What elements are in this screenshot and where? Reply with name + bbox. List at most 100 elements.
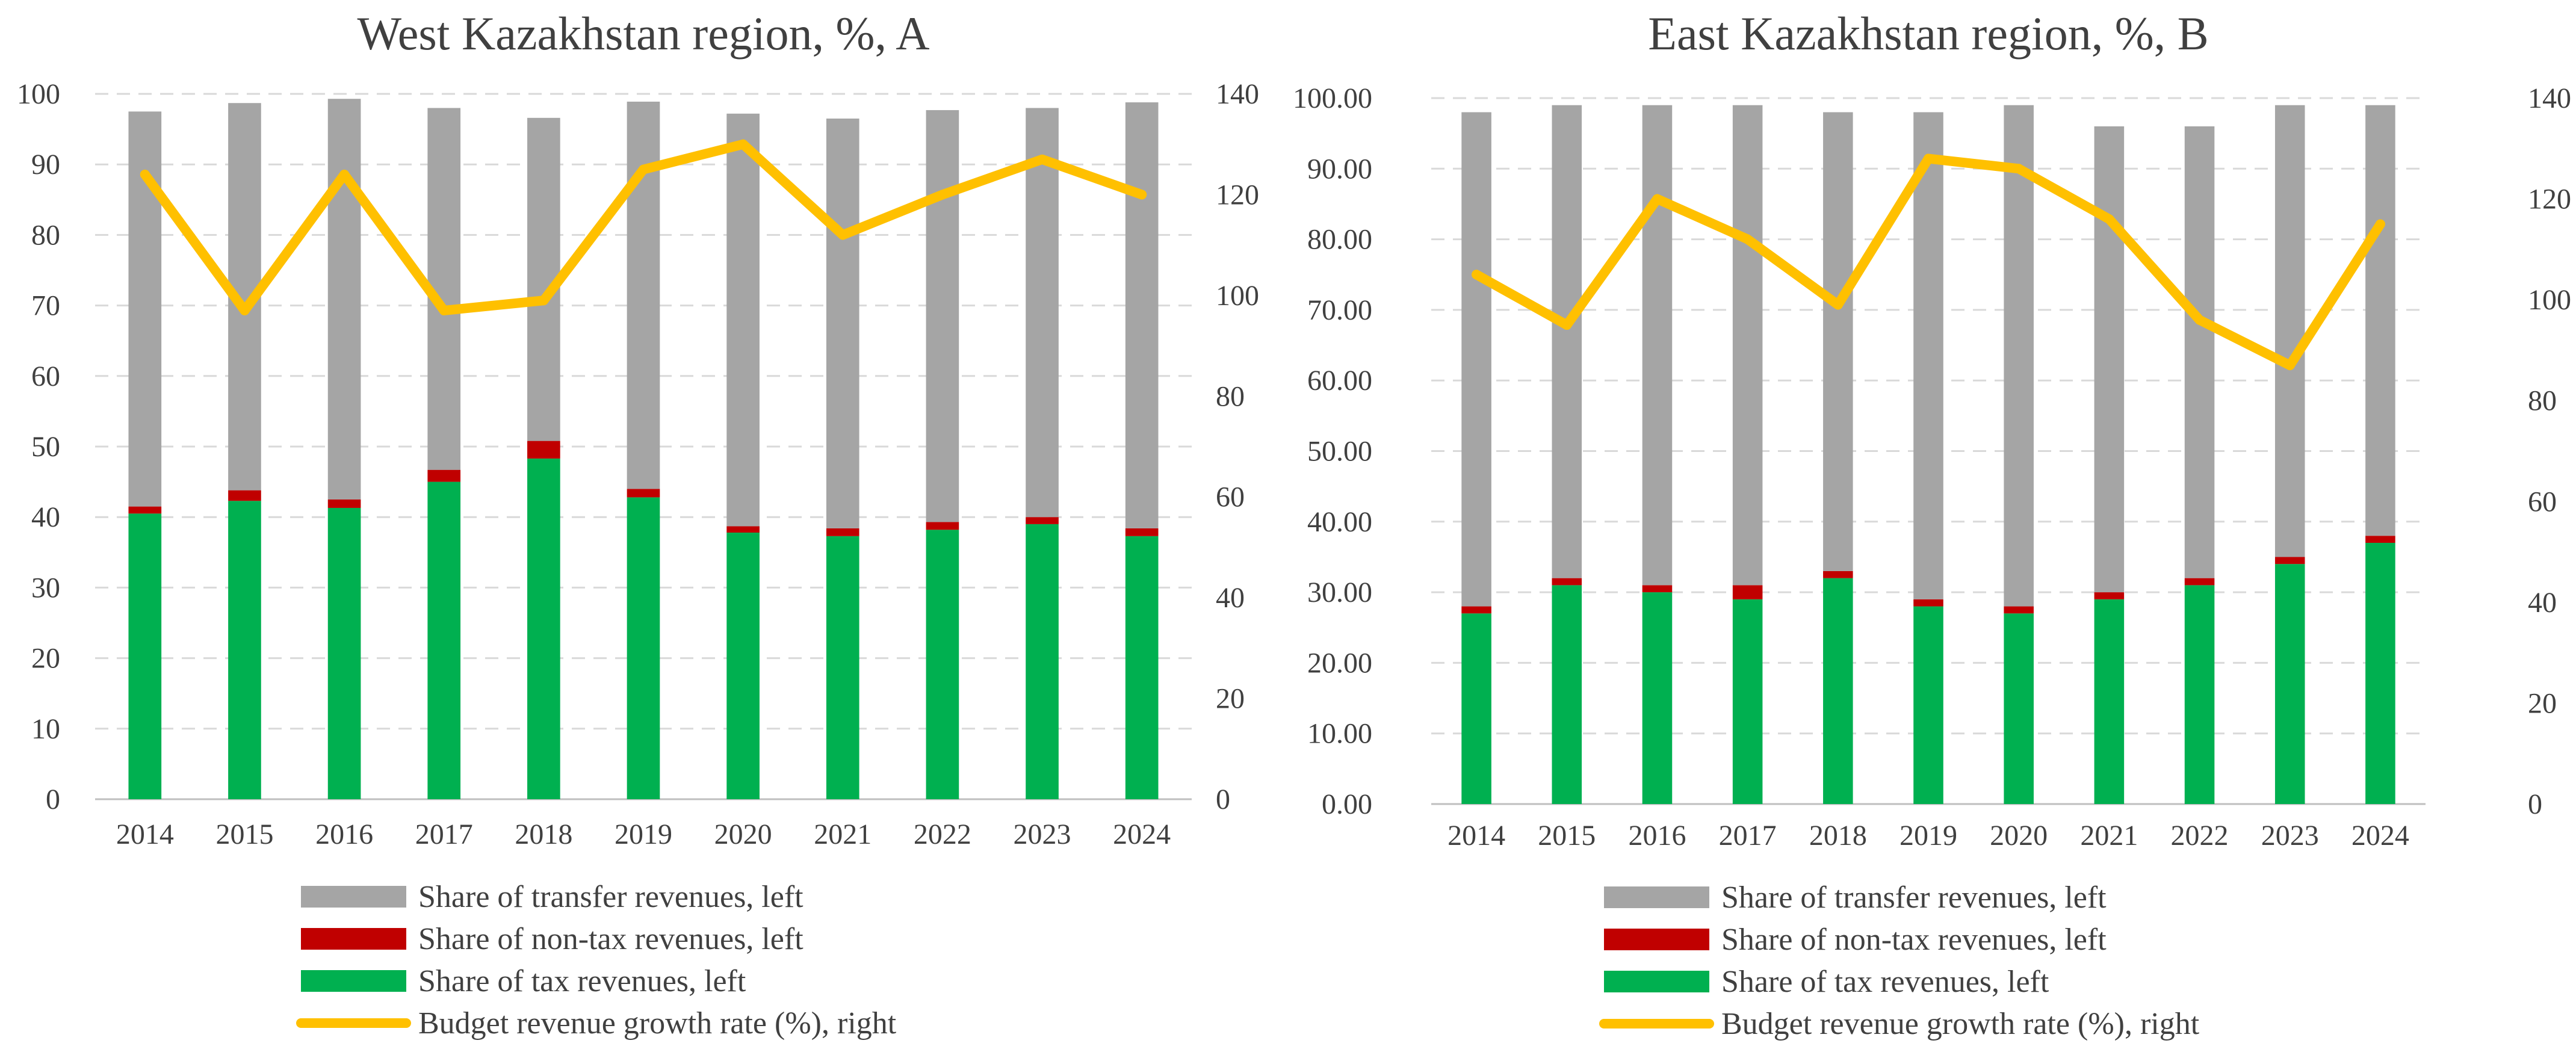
legend-swatch <box>301 928 406 950</box>
right-axis-tick-label: 140 <box>2528 82 2571 114</box>
bar-transfer <box>2274 105 2305 557</box>
x-axis-category-label: 2018 <box>515 818 572 850</box>
left-axis-tick-label: 80.00 <box>1307 224 1372 256</box>
growth-rate-point <box>738 139 748 149</box>
bar-non-tax <box>1732 585 1763 599</box>
growth-rate-point <box>539 295 549 306</box>
legend-swatch <box>301 970 406 992</box>
bar-non-tax <box>2365 536 2395 543</box>
x-axis-category-label: 2019 <box>1899 820 1957 852</box>
bar-transfer <box>1642 105 1673 586</box>
left-axis-tick-label: 100.00 <box>1293 82 1372 114</box>
bar-tax <box>2094 599 2125 804</box>
left-axis-tick-label: 10.00 <box>1307 718 1372 750</box>
bar-tax <box>726 532 760 799</box>
bar-non-tax <box>627 489 660 498</box>
x-axis-category-label: 2015 <box>1538 820 1596 852</box>
growth-rate-point <box>1742 234 1753 244</box>
bar-non-tax <box>527 441 560 459</box>
right-axis-tick-label: 0 <box>1216 784 1230 815</box>
bar-non-tax <box>327 499 361 508</box>
right-axis-tick-label: 60 <box>1216 481 1245 513</box>
growth-rate-point <box>2375 219 2385 229</box>
legend-label: Share of non-tax revenues, left <box>418 922 803 956</box>
left-axis-tick-label: 50 <box>31 431 60 463</box>
legend-swatch <box>1604 886 1709 908</box>
right-axis-tick-label: 0 <box>2528 788 2542 820</box>
left-axis-tick-label: 60.00 <box>1307 365 1372 397</box>
left-axis-tick-label: 60 <box>31 360 60 392</box>
bar-non-tax <box>1642 585 1673 593</box>
left-axis-tick-label: 30 <box>31 572 60 604</box>
growth-rate-point <box>2104 214 2114 224</box>
growth-rate-point <box>838 230 848 240</box>
growth-rate-point <box>439 305 449 315</box>
x-axis-category-label: 2021 <box>2080 820 2138 852</box>
bar-tax <box>1026 524 1059 799</box>
bar-transfer <box>2004 105 2034 607</box>
bar-non-tax <box>2274 557 2305 565</box>
bar-non-tax <box>1026 517 1059 524</box>
chart-east-kazakhstan: East Kazakhstan region, %, B 0.00 10.00 20.… <box>1293 7 2571 1041</box>
growth-rate-point <box>339 169 350 179</box>
growth-rate-point <box>1652 194 1662 204</box>
growth-rate-point <box>2014 164 2024 174</box>
growth-rate-point <box>140 169 150 179</box>
bar-non-tax <box>926 522 959 530</box>
x-axis-category-label: 2023 <box>1014 818 1071 850</box>
bar-non-tax <box>1125 528 1159 536</box>
left-axis-tick-label: 0 <box>46 784 60 815</box>
bar-transfer <box>2094 126 2125 593</box>
right-axis-tick-label: 40 <box>1216 582 1245 614</box>
left-axis-tick-label: 70 <box>31 290 60 322</box>
legend-label: Share of transfer revenues, left <box>1721 880 2107 915</box>
growth-rate-point <box>240 305 250 315</box>
bar-tax <box>1913 606 1943 804</box>
legend-label: Share of non-tax revenues, left <box>1721 923 2107 957</box>
bar-non-tax <box>1461 606 1491 614</box>
bar-non-tax <box>2184 578 2215 586</box>
bar-tax <box>527 458 560 799</box>
left-axis-tick-label: 40.00 <box>1307 506 1372 538</box>
left-axis-tick-label: 90.00 <box>1307 153 1372 185</box>
bar-transfer <box>327 99 361 500</box>
bar-tax <box>2184 585 2215 804</box>
bar-tax <box>228 501 261 799</box>
growth-rate-point <box>937 190 947 200</box>
bar-transfer <box>627 101 660 489</box>
bar-tax <box>427 481 461 799</box>
x-axis-category-label: 2014 <box>1447 820 1505 852</box>
right-axis-tick-label: 80 <box>2528 385 2557 417</box>
left-axis-tick-label: 10 <box>31 713 60 745</box>
bar-transfer <box>826 119 859 528</box>
legend-label: Share of tax revenues, left <box>1721 965 2049 999</box>
growth-rate-point <box>1924 153 1933 164</box>
left-axis-tick-label: 20.00 <box>1307 647 1372 679</box>
left-axis-tick-label: 50.00 <box>1307 436 1372 468</box>
growth-rate-point <box>2285 360 2295 371</box>
bar-tax <box>128 513 162 799</box>
bar-tax <box>2004 613 2034 804</box>
bar-non-tax <box>1913 599 1943 607</box>
chart-panel-east: East Kazakhstan region, %, B 0.00 10.00 20.… <box>1288 0 2576 1061</box>
legend-label: Share of transfer revenues, left <box>418 880 803 914</box>
x-axis-category-label: 2020 <box>1990 820 2048 852</box>
left-axis-tick-label: 100 <box>17 78 60 110</box>
right-axis-tick-label: 40 <box>2528 587 2557 619</box>
left-axis-tick-label: 70.00 <box>1307 294 1372 326</box>
left-axis-tick-label: 80 <box>31 219 60 251</box>
right-axis-tick-label: 140 <box>1216 78 1259 110</box>
left-axis-tick-label: 20 <box>31 643 60 675</box>
legend-swatch <box>1604 971 1709 992</box>
legend-label: Share of tax revenues, left <box>418 964 746 998</box>
bar-tax <box>2274 564 2305 804</box>
bar-tax <box>627 497 660 799</box>
x-axis-category-label: 2022 <box>2171 820 2229 852</box>
bar-non-tax <box>726 526 760 533</box>
chart-panel-west: West Kazakhstan region, %, A 0 10 20 30 40 50 6… <box>17 7 1259 1041</box>
left-axis-tick-label: 30.00 <box>1307 577 1372 608</box>
bar-tax <box>926 530 959 799</box>
bar-non-tax <box>128 506 162 514</box>
x-axis-category-label: 2020 <box>714 818 772 850</box>
bar-tax <box>327 507 361 799</box>
